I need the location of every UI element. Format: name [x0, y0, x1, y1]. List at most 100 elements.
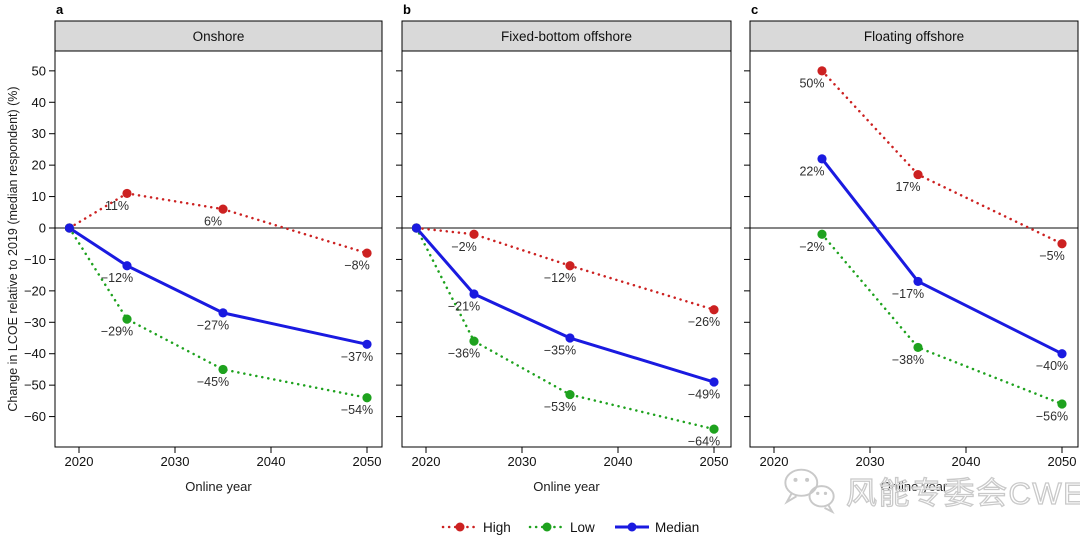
- plot-area: [750, 51, 1078, 447]
- panel-fixed-bottom-offshore: b Fixed-bottom offshore 2020 2030 2040 2050 −2…: [396, 2, 732, 494]
- point-label: −12%: [101, 271, 133, 285]
- plot-area: [402, 51, 731, 447]
- point-label: −2%: [451, 240, 476, 254]
- x-axis-label: Online year: [881, 479, 948, 494]
- x-tick-label: 2020: [412, 454, 441, 469]
- legend-marker-low: [542, 522, 552, 532]
- x-tick-label: 2040: [604, 454, 633, 469]
- data-point-high: [565, 261, 575, 271]
- series-line-median: [415, 227, 715, 384]
- series-line-low: [415, 226, 716, 431]
- x-tick-label: 2040: [952, 454, 981, 469]
- point-label: 17%: [895, 180, 920, 194]
- y-tick-label: 0: [39, 221, 46, 236]
- data-point-median: [64, 223, 74, 233]
- data-point-high: [817, 66, 827, 76]
- data-point-high: [362, 248, 372, 258]
- point-label: −35%: [544, 344, 576, 358]
- y-tick-label: 40: [32, 95, 46, 110]
- point-label: −36%: [448, 347, 480, 361]
- y-tick-label: −10: [24, 252, 46, 267]
- data-point-low: [122, 314, 132, 324]
- x-tick-label: 2050: [700, 454, 729, 469]
- data-point-median: [913, 276, 923, 287]
- x-tick-label: 2020: [760, 454, 789, 469]
- plot-border: [749, 50, 1079, 448]
- point-label: −27%: [197, 318, 229, 332]
- series-line-low: [68, 226, 369, 399]
- data-point-low: [1057, 399, 1067, 409]
- data-point-low: [913, 342, 923, 353]
- legend-label-median: Median: [655, 520, 699, 535]
- x-axis-label: Online year: [185, 479, 252, 494]
- legend-label-low: Low: [570, 520, 595, 535]
- data-point-median: [469, 289, 479, 299]
- panel-header: [54, 20, 383, 52]
- panel-title: Fixed-bottom offshore: [501, 29, 632, 44]
- y-tick-label: −20: [24, 283, 46, 298]
- plot-area: [55, 51, 382, 447]
- legend-marker-median: [627, 522, 637, 532]
- y-tick-label: −40: [24, 346, 46, 361]
- y-tick-label: 20: [32, 158, 46, 173]
- x-tick-label: 2030: [856, 454, 885, 469]
- point-label: 11%: [105, 199, 129, 213]
- data-point-median: [709, 377, 719, 387]
- legend-label-high: High: [483, 520, 511, 535]
- x-tick-label: 2050: [1048, 454, 1077, 469]
- data-point-high: [122, 188, 132, 199]
- data-point-high: [913, 169, 923, 180]
- plot-border: [54, 50, 383, 448]
- point-label: −2%: [799, 240, 824, 254]
- data-point-median: [817, 154, 827, 164]
- x-tick-label: 2020: [65, 454, 94, 469]
- point-label: −64%: [688, 435, 720, 449]
- y-tick-label: −30: [24, 315, 46, 330]
- point-label: −40%: [1036, 359, 1068, 373]
- data-point-median: [1057, 349, 1067, 359]
- point-label: −56%: [1036, 410, 1068, 424]
- y-tick-label: 10: [32, 189, 46, 204]
- series-line-high: [68, 192, 369, 255]
- point-label: −53%: [544, 400, 576, 414]
- point-label: −49%: [688, 388, 720, 402]
- point-label: −12%: [544, 271, 576, 285]
- legend-marker-high: [455, 522, 465, 532]
- panel-floating-offshore: c Floating offshore 2020 2030 2040 2050 50% 17%…: [744, 2, 1079, 494]
- point-label: 50%: [799, 76, 824, 90]
- plot-border: [401, 50, 732, 448]
- x-tick-label: 2030: [161, 454, 190, 469]
- point-label: −8%: [344, 259, 369, 273]
- point-label: −29%: [101, 325, 133, 339]
- point-label: −5%: [1039, 249, 1064, 263]
- panel-header: [401, 20, 732, 52]
- y-tick-label: 30: [32, 126, 46, 141]
- point-label: −26%: [688, 315, 720, 329]
- data-point-low: [565, 389, 575, 400]
- point-label: −37%: [341, 350, 373, 364]
- data-point-low: [218, 364, 228, 375]
- x-tick-label: 2030: [508, 454, 537, 469]
- panel-onshore: a Onshore 50 40 30 20 10 0 −10 −20 −30 −40 −50 −60 202…: [24, 2, 383, 494]
- panel-title: Floating offshore: [864, 29, 964, 44]
- point-label: −17%: [892, 287, 924, 301]
- data-point-high: [469, 229, 479, 239]
- y-tick-label: 50: [32, 63, 46, 78]
- panel-letter-b: b: [403, 2, 411, 17]
- data-point-median: [565, 333, 575, 343]
- panel-letter-c: c: [751, 2, 758, 17]
- x-tick-label: 2050: [353, 454, 382, 469]
- point-label: 6%: [204, 215, 222, 229]
- data-point-median: [122, 261, 132, 271]
- x-tick-label: 2040: [257, 454, 286, 469]
- point-label: −21%: [448, 300, 480, 314]
- series-line-median: [68, 226, 368, 346]
- data-point-median: [218, 308, 228, 318]
- x-axis-label: Online year: [533, 479, 600, 494]
- panel-header: [749, 20, 1079, 52]
- data-point-low: [469, 336, 479, 346]
- panel-letter-a: a: [56, 2, 64, 17]
- data-point-median: [411, 223, 421, 233]
- y-tick-label: −50: [24, 378, 46, 393]
